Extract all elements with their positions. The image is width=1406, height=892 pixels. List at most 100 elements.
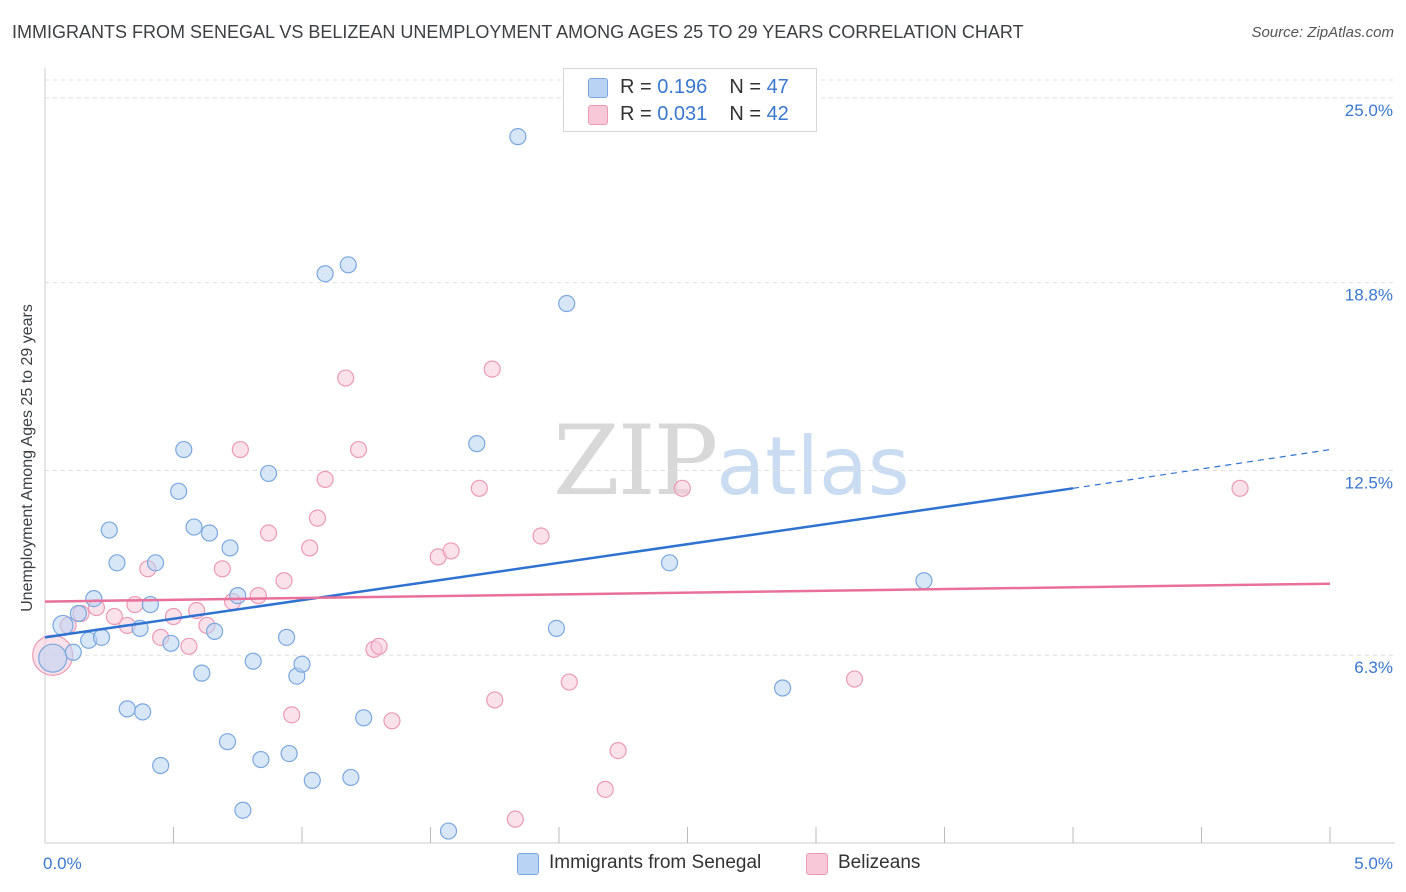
belizean-point bbox=[308, 509, 327, 527]
senegal-point bbox=[468, 435, 486, 453]
legend-label-belizeans: Belizeans bbox=[838, 852, 921, 873]
y-tick-label: 6.3% bbox=[1354, 658, 1393, 677]
x-tick-label: 0.0% bbox=[43, 854, 82, 873]
legend-n-label: N = bbox=[729, 103, 767, 125]
senegal-point bbox=[316, 265, 334, 283]
senegal-point bbox=[162, 634, 180, 652]
legend-n-value: 47 bbox=[766, 76, 789, 98]
belizean-point bbox=[164, 607, 183, 626]
senegal-point bbox=[193, 664, 211, 682]
senegal-point bbox=[773, 679, 792, 697]
legend-text-belizeans: R = 0.031 N = 42 bbox=[620, 103, 789, 126]
belizean-point bbox=[506, 810, 524, 828]
senegal-point bbox=[170, 482, 188, 500]
belizean-point bbox=[1231, 479, 1249, 497]
watermark-zip: ZIP bbox=[553, 405, 718, 517]
legend-r-label: R = bbox=[620, 103, 658, 125]
series-legend: Immigrants from Senegal Belizeans bbox=[0, 852, 1406, 878]
senegal-point bbox=[509, 128, 527, 146]
senegal-point bbox=[229, 587, 247, 605]
senegal-trend-extension bbox=[1072, 448, 1331, 489]
senegal-point bbox=[221, 539, 239, 557]
chart-title: IMMIGRANTS FROM SENEGAL VS BELIZEAN UNEM… bbox=[12, 22, 1024, 42]
senegal-point bbox=[303, 771, 321, 790]
senegal-point bbox=[342, 768, 360, 787]
legend-label-senegal: Immigrants from Senegal bbox=[549, 852, 762, 873]
legend-n-label: N = bbox=[729, 76, 767, 98]
belizean-point bbox=[845, 670, 864, 688]
belizean-point bbox=[301, 539, 319, 557]
y-tick-label: 25.0% bbox=[1345, 101, 1393, 120]
senegal-point bbox=[152, 756, 170, 775]
senegal-trend-line bbox=[44, 487, 1074, 639]
senegal-point bbox=[259, 464, 278, 483]
belizean-point bbox=[442, 542, 460, 560]
belizean-point bbox=[283, 706, 301, 724]
belizean-point bbox=[486, 691, 504, 709]
senegal-point bbox=[69, 604, 88, 623]
senegal-point bbox=[915, 572, 933, 590]
senegal-point bbox=[108, 554, 126, 572]
correlation-legend: R = 0.196 N = 47 R = 0.031 N = 42 bbox=[563, 68, 817, 132]
senegal-point bbox=[92, 628, 111, 646]
source-label: Source: ZipAtlas.com bbox=[1251, 24, 1394, 41]
senegal-point bbox=[134, 703, 152, 721]
legend-n-value: 42 bbox=[766, 103, 789, 125]
legend-r-value: 0.196 bbox=[657, 76, 708, 98]
belizean-point bbox=[349, 440, 368, 459]
legend-swatch-belizeans bbox=[806, 853, 828, 875]
x-tick-label: 5.0% bbox=[1354, 854, 1393, 873]
legend-swatch-senegal bbox=[588, 78, 608, 98]
senegal-point bbox=[218, 733, 237, 751]
legend-r-label: R = bbox=[620, 76, 658, 98]
senegal-point bbox=[439, 822, 458, 840]
senegal-point bbox=[146, 554, 165, 572]
belizean-point bbox=[180, 637, 198, 655]
belizean-point bbox=[470, 479, 488, 497]
senegal-point bbox=[244, 652, 262, 670]
belizean-point bbox=[383, 712, 401, 730]
senegal-point bbox=[277, 628, 296, 646]
senegal-point bbox=[355, 709, 373, 727]
belizean-trend-line bbox=[44, 582, 1331, 603]
watermark: ZIPatlas bbox=[553, 405, 910, 517]
belizean-point bbox=[596, 780, 614, 798]
legend-swatch-senegal bbox=[517, 853, 539, 875]
belizean-point bbox=[673, 479, 691, 497]
senegal-point bbox=[234, 801, 252, 819]
y-tick-label: 18.8% bbox=[1345, 286, 1393, 305]
belizean-point bbox=[231, 440, 249, 459]
senegal-point bbox=[118, 700, 136, 718]
senegal-point bbox=[64, 643, 82, 661]
belizean-point bbox=[213, 560, 231, 578]
belizean-point bbox=[532, 527, 550, 545]
senegal-point bbox=[185, 518, 203, 536]
senegal-point bbox=[175, 440, 193, 459]
senegal-point bbox=[38, 643, 68, 673]
belizean-point bbox=[560, 673, 578, 691]
belizean-point bbox=[337, 369, 355, 387]
belizean-point bbox=[126, 595, 144, 614]
senegal-point bbox=[52, 614, 74, 637]
senegal-point bbox=[85, 590, 103, 608]
legend-swatch-belizeans bbox=[588, 105, 608, 125]
belizean-point bbox=[370, 637, 388, 655]
senegal-point bbox=[547, 619, 566, 638]
senegal-point bbox=[206, 622, 224, 640]
belizean-point bbox=[249, 587, 267, 605]
senegal-point bbox=[280, 744, 298, 763]
senegal-point bbox=[200, 524, 219, 542]
y-tick-label: 12.5% bbox=[1345, 473, 1393, 492]
belizean-point bbox=[316, 470, 334, 488]
senegal-point bbox=[293, 655, 311, 673]
senegal-point bbox=[252, 750, 270, 769]
senegal-point bbox=[100, 521, 118, 539]
belizean-point bbox=[105, 607, 123, 626]
belizean-point bbox=[275, 572, 293, 590]
belizean-point bbox=[609, 742, 627, 760]
senegal-point bbox=[558, 294, 576, 313]
senegal-point bbox=[339, 256, 357, 274]
legend-text-senegal: R = 0.196 N = 47 bbox=[620, 76, 789, 99]
senegal-point bbox=[660, 554, 679, 572]
